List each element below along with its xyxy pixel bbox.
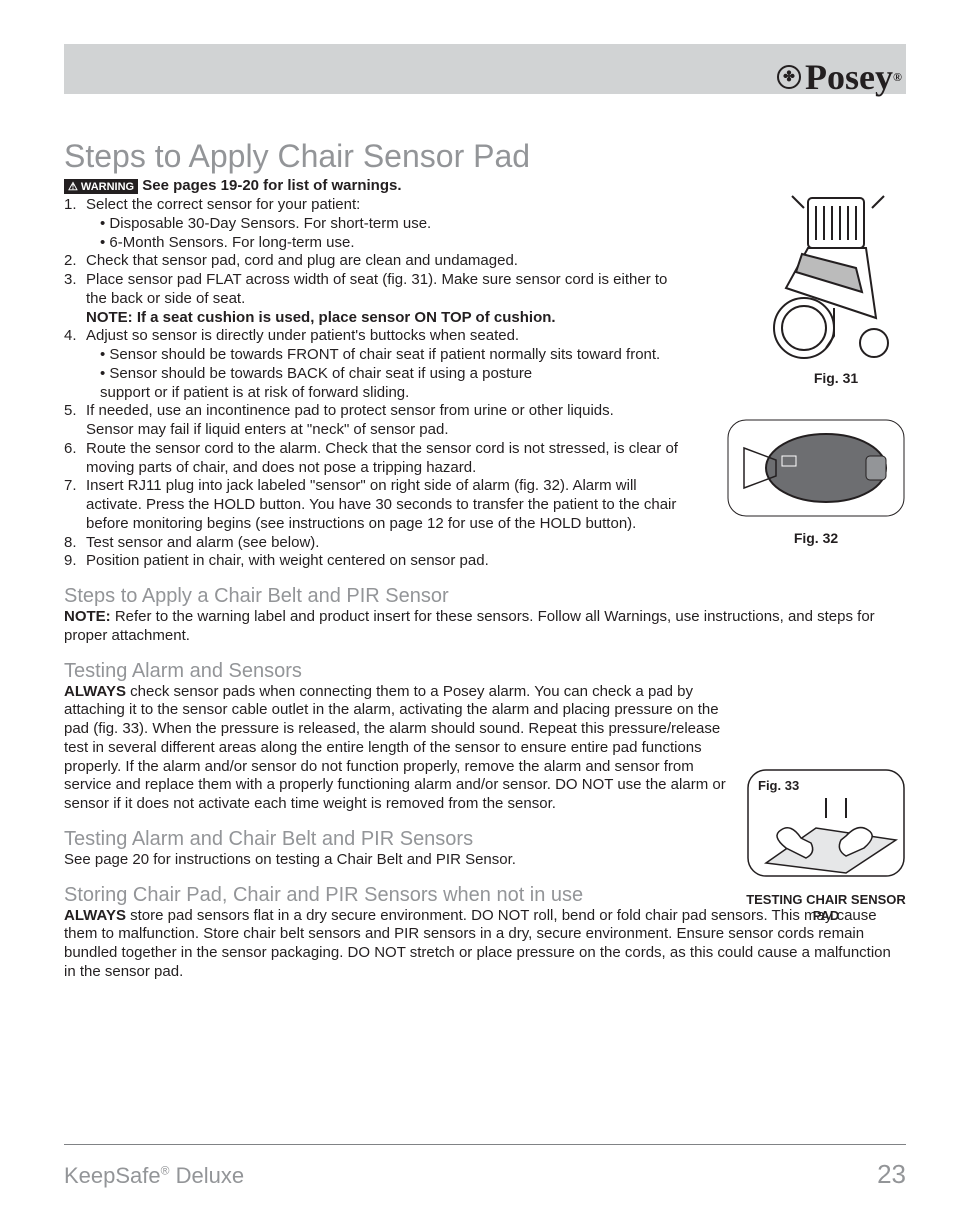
list-num: 5. bbox=[64, 402, 86, 440]
page-number: 23 bbox=[877, 1159, 906, 1190]
alarm-device-icon bbox=[726, 418, 906, 528]
always-bold: ALWAYS bbox=[64, 683, 126, 700]
figure-32: Fig. 32 bbox=[726, 418, 906, 546]
list-text: Test sensor and alarm (see below). bbox=[86, 534, 684, 553]
list-num: 6. bbox=[64, 440, 86, 478]
section-belt-para: NOTE: Refer to the warning label and pro… bbox=[64, 608, 906, 646]
brand-reg: ® bbox=[893, 70, 902, 85]
instruction-list: 1.Select the correct sensor for your pat… bbox=[64, 196, 684, 571]
list-bullet: Sensor should be towards BACK of chair s… bbox=[64, 365, 564, 403]
list-text: Check that sensor pad, cord and plug are… bbox=[86, 252, 684, 271]
footer-variant: Deluxe bbox=[169, 1163, 244, 1188]
footer-product-name: KeepSafe bbox=[64, 1163, 161, 1188]
list-num: 1. bbox=[64, 196, 86, 215]
fig32-caption: Fig. 32 bbox=[726, 530, 906, 546]
list-num: 3. bbox=[64, 271, 86, 309]
page-title: Steps to Apply Chair Sensor Pad bbox=[64, 138, 906, 175]
section-testing-para: ALWAYS check sensor pads when connecting… bbox=[64, 683, 734, 814]
testing-text: check sensor pads when connecting them t… bbox=[64, 683, 726, 813]
fig33-sub-caption: TESTING CHAIR SENSOR PAD bbox=[746, 892, 906, 923]
section-heading-testing: Testing Alarm and Sensors bbox=[64, 660, 906, 683]
brand-icon: ✤ bbox=[777, 65, 801, 89]
fig31-caption: Fig. 31 bbox=[766, 370, 906, 386]
list-num: 8. bbox=[64, 534, 86, 553]
note-text: Refer to the warning label and product i… bbox=[64, 608, 875, 644]
warning-tag: ⚠ WARNING bbox=[64, 179, 138, 194]
list-bullet: Sensor should be towards FRONT of chair … bbox=[64, 346, 684, 365]
warning-text: See pages 19-20 for list of warnings. bbox=[138, 177, 401, 194]
wheelchair-icon bbox=[766, 188, 906, 368]
brand-name: Posey bbox=[805, 56, 893, 98]
list-text: Insert RJ11 plug into jack labeled "sens… bbox=[86, 477, 684, 533]
list-num: 9. bbox=[64, 552, 86, 571]
list-num: 7. bbox=[64, 477, 86, 533]
always-bold: ALWAYS bbox=[64, 907, 126, 924]
list-num: 2. bbox=[64, 252, 86, 271]
list-text: Position patient in chair, with weight c… bbox=[86, 552, 684, 571]
list-text: Adjust so sensor is directly under patie… bbox=[86, 327, 684, 346]
list-text: Select the correct sensor for your patie… bbox=[86, 196, 684, 215]
fig33-label: Fig. 33 bbox=[758, 778, 799, 793]
section-heading-belt: Steps to Apply a Chair Belt and PIR Sens… bbox=[64, 585, 906, 608]
list-num: 4. bbox=[64, 327, 86, 346]
brand-logo: ✤ Posey® bbox=[777, 56, 902, 98]
list-text: Route the sensor cord to the alarm. Chec… bbox=[86, 440, 684, 478]
figure-31: Fig. 31 bbox=[766, 188, 906, 386]
sensor-pad-test-icon: Fig. 33 bbox=[746, 768, 906, 888]
list-text: If needed, use an incontinence pad to pr… bbox=[86, 402, 624, 440]
list-text: Place sensor pad FLAT across width of se… bbox=[86, 271, 684, 309]
note-bold: NOTE: bbox=[64, 608, 111, 625]
list-bullet: 6-Month Sensors. For long-term use. bbox=[64, 234, 684, 253]
footer-product: KeepSafe® Deluxe bbox=[64, 1163, 244, 1189]
list-bullet: Disposable 30-Day Sensors. For short-ter… bbox=[64, 215, 684, 234]
list-note: NOTE: If a seat cushion is used, place s… bbox=[64, 309, 684, 328]
page-footer: KeepSafe® Deluxe 23 bbox=[64, 1144, 906, 1190]
figure-33: Fig. 33 TESTING CHAIR SENSOR PAD bbox=[746, 768, 906, 923]
